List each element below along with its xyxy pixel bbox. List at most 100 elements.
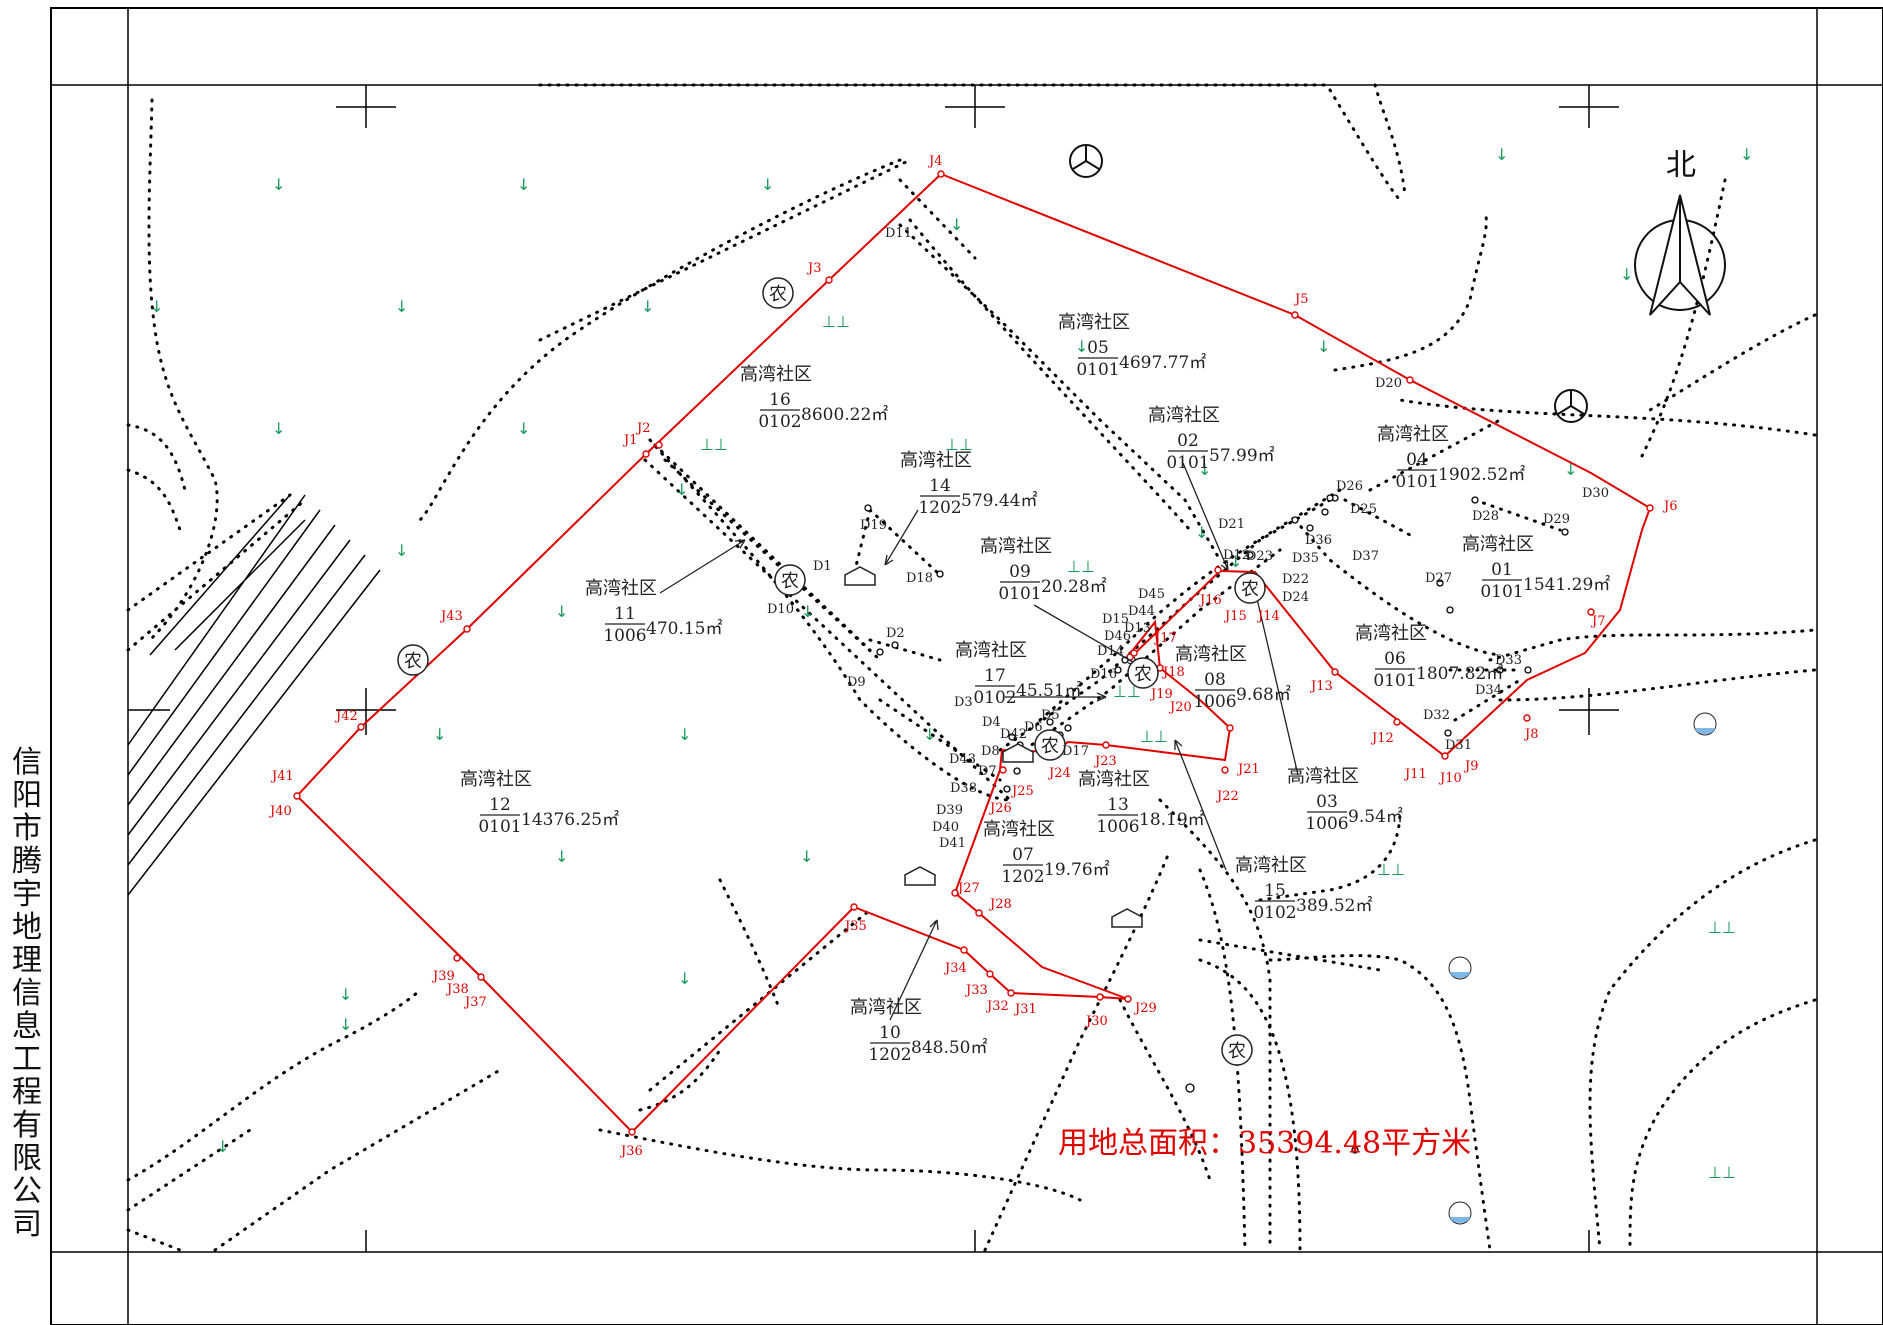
d-point-label: D29 <box>1543 512 1570 527</box>
svg-text:↓: ↓ <box>678 969 691 988</box>
svg-text:↓: ↓ <box>555 602 568 621</box>
j-point-label: J7 <box>1590 614 1605 629</box>
svg-text:⊥⊥: ⊥⊥ <box>700 435 728 454</box>
svg-text:↓: ↓ <box>1195 523 1208 542</box>
j-point-label: J39 <box>431 969 455 984</box>
j-point-label: J40 <box>268 804 292 819</box>
j-point-label: J32 <box>985 999 1009 1014</box>
parcel-owner: 高湾社区 <box>1148 405 1220 426</box>
d-point-label: D45 <box>1138 587 1165 602</box>
grid-crosses <box>128 85 1619 1252</box>
d-point-label: D14 <box>1097 644 1124 659</box>
svg-text:↓: ↓ <box>517 419 530 438</box>
j-point-label: J27 <box>956 881 980 896</box>
svg-text:↓: ↓ <box>641 297 654 316</box>
parcel-area: 19.76㎡ <box>1044 860 1110 880</box>
triangulation-icon <box>1069 144 1588 423</box>
parcel-area: 14376.25㎡ <box>521 810 619 830</box>
parcel-number: 05 <box>1087 338 1109 358</box>
j-point-label: J38 <box>445 982 469 997</box>
svg-text:⊥⊥: ⊥⊥ <box>945 435 973 454</box>
building-icon <box>844 566 1143 928</box>
parcel-owner: 高湾社区 <box>900 450 972 471</box>
j-point-label: J5 <box>1293 292 1308 307</box>
parcel-number: 01 <box>1491 560 1513 580</box>
svg-text:↓: ↓ <box>800 847 813 866</box>
d-point-label: D5 <box>1041 708 1060 723</box>
d-point-label: D15 <box>1102 612 1129 627</box>
d-point-label: D4 <box>982 715 1001 730</box>
parcel-number: 03 <box>1316 792 1338 812</box>
parcel-area: 18.19㎡ <box>1139 810 1205 830</box>
j-point-label: J24 <box>1047 766 1071 781</box>
j-point-label: J4 <box>927 154 942 169</box>
svg-text:⊥⊥: ⊥⊥ <box>822 312 850 331</box>
d-point-label: D7 <box>978 764 997 779</box>
parcel-code: 1202 <box>868 1045 911 1065</box>
j-point-label: J18 <box>1161 665 1185 680</box>
j-point-label: J34 <box>943 961 967 976</box>
svg-text:⊥⊥: ⊥⊥ <box>1113 682 1141 701</box>
d-point-label: D31 <box>1445 738 1472 753</box>
parcel-code: 1006 <box>603 626 646 646</box>
svg-text:↓: ↓ <box>1198 460 1211 479</box>
parcel-area: 45.51㎡ <box>1016 681 1082 701</box>
j-point-label: J14 <box>1256 609 1280 624</box>
parcel-area: 848.50㎡ <box>911 1038 987 1058</box>
parcel-area: 389.52㎡ <box>1296 896 1372 916</box>
parcel-code: 0101 <box>1395 472 1438 492</box>
d-point-label: D8 <box>981 744 1000 759</box>
parcel-number: 10 <box>879 1023 901 1043</box>
d-point-label: D38 <box>950 781 977 796</box>
parcel-code: 0102 <box>973 688 1016 708</box>
j-point-label: J11 <box>1403 767 1427 782</box>
total-area-text: 用地总面积：35394.48平方米 <box>1058 1126 1471 1161</box>
parcel-code: 1006 <box>1193 692 1236 712</box>
j-point-label: J16 <box>1198 593 1222 608</box>
j-point-label: J33 <box>964 983 988 998</box>
svg-text:↓: ↓ <box>801 602 814 621</box>
d-point-label: D19 <box>860 518 887 533</box>
parcel-code: 0101 <box>1166 453 1209 473</box>
d-point-label: D1 <box>813 559 832 574</box>
j-point-label: J35 <box>843 919 867 934</box>
j-point-label: J12 <box>1370 731 1394 746</box>
j-point-label: J19 <box>1149 687 1173 702</box>
svg-text:↓: ↓ <box>395 541 408 560</box>
parcel-owner: 高湾社区 <box>983 819 1055 840</box>
j-point-label: J28 <box>988 897 1012 912</box>
j-point-label: J1 <box>622 433 637 448</box>
svg-text:↓: ↓ <box>555 847 568 866</box>
farm-label: 农 <box>1134 664 1152 685</box>
j-point-label: J3 <box>806 261 821 276</box>
svg-text:⊥⊥: ⊥⊥ <box>1708 918 1736 937</box>
north-arrow: 北 <box>1634 148 1726 316</box>
svg-text:↓: ↓ <box>1229 552 1242 571</box>
parcel-area: 1902.52㎡ <box>1438 465 1525 485</box>
parcel-owner: 高湾社区 <box>1078 769 1150 790</box>
d-point-label: D27 <box>1425 571 1452 586</box>
parcel-owner: 高湾社区 <box>1058 312 1130 333</box>
parcel-code: 0101 <box>998 584 1041 604</box>
d-point-label: D24 <box>1282 590 1309 605</box>
parcel-area: 57.99㎡ <box>1209 446 1275 466</box>
parcel-number: 07 <box>1012 845 1034 865</box>
j-point-label: J21 <box>1236 762 1260 777</box>
d-point-label: D40 <box>932 820 959 835</box>
d-point-label: D17 <box>1062 744 1089 759</box>
svg-text:↓: ↓ <box>1495 145 1508 164</box>
j-point-label: J31 <box>1013 1002 1037 1017</box>
svg-text:↓: ↓ <box>675 480 688 499</box>
d-point-label: D30 <box>1582 486 1609 501</box>
j-point-label: J29 <box>1133 1001 1157 1016</box>
j-point-label: J20 <box>1168 700 1192 715</box>
parcel-code: 0101 <box>1076 360 1119 380</box>
parcel-area: 8600.22㎡ <box>801 405 888 425</box>
